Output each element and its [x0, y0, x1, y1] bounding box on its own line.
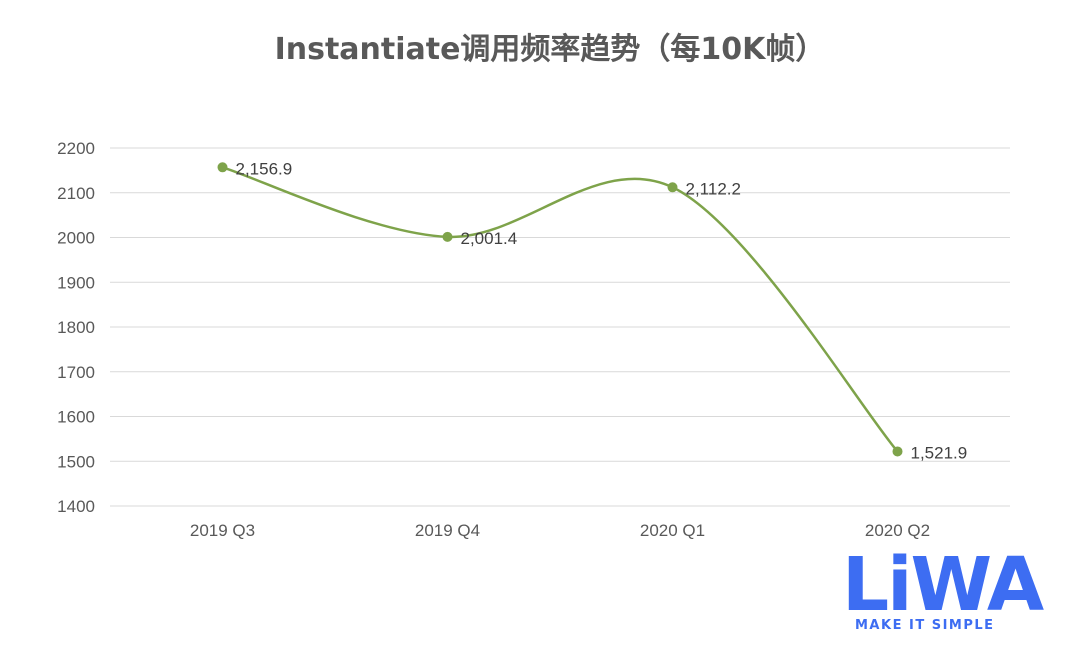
- data-label: 2,112.2: [686, 179, 741, 198]
- x-tick-label: 2019 Q4: [415, 521, 480, 540]
- data-point: [892, 446, 903, 457]
- data-label: 2,001.4: [461, 229, 518, 248]
- y-tick-label: 1700: [57, 363, 95, 382]
- grid-lines: [110, 147, 1010, 507]
- y-tick-label: 2100: [57, 184, 95, 203]
- y-tick-label: 1400: [57, 497, 95, 516]
- data-points: [217, 162, 903, 457]
- logo-tagline: MAKE IT SIMPLE: [855, 618, 995, 633]
- chart-title: Instantiate调用频率趋势（每10K帧）: [275, 32, 826, 67]
- data-label: 1,521.9: [911, 443, 968, 462]
- data-label: 2,156.9: [236, 159, 293, 178]
- x-axis-ticks: 2019 Q3 2019 Q4 2020 Q1 2020 Q2: [190, 521, 930, 540]
- logo-wordmark: LiWA: [842, 542, 1044, 628]
- y-tick-label: 2200: [57, 139, 95, 158]
- x-tick-label: 2019 Q3: [190, 521, 255, 540]
- x-tick-label: 2020 Q2: [865, 521, 930, 540]
- y-tick-label: 1500: [57, 452, 95, 471]
- y-tick-label: 1600: [57, 408, 95, 427]
- logo: LiWA MAKE IT SIMPLE: [842, 542, 1046, 633]
- y-tick-label: 1800: [57, 318, 95, 337]
- y-axis-ticks: 1400 1500 1600 1700 1800 1900 2000 2100 2200: [57, 139, 95, 516]
- data-labels: 2,156.9 2,001.4 2,112.2 1,521.9: [236, 159, 968, 462]
- data-point: [217, 162, 228, 173]
- series-line: [222, 166, 899, 453]
- y-tick-label: 1900: [57, 273, 95, 292]
- data-point: [667, 182, 678, 193]
- data-point: [442, 231, 453, 242]
- y-tick-label: 2000: [57, 229, 95, 248]
- x-tick-label: 2020 Q1: [640, 521, 705, 540]
